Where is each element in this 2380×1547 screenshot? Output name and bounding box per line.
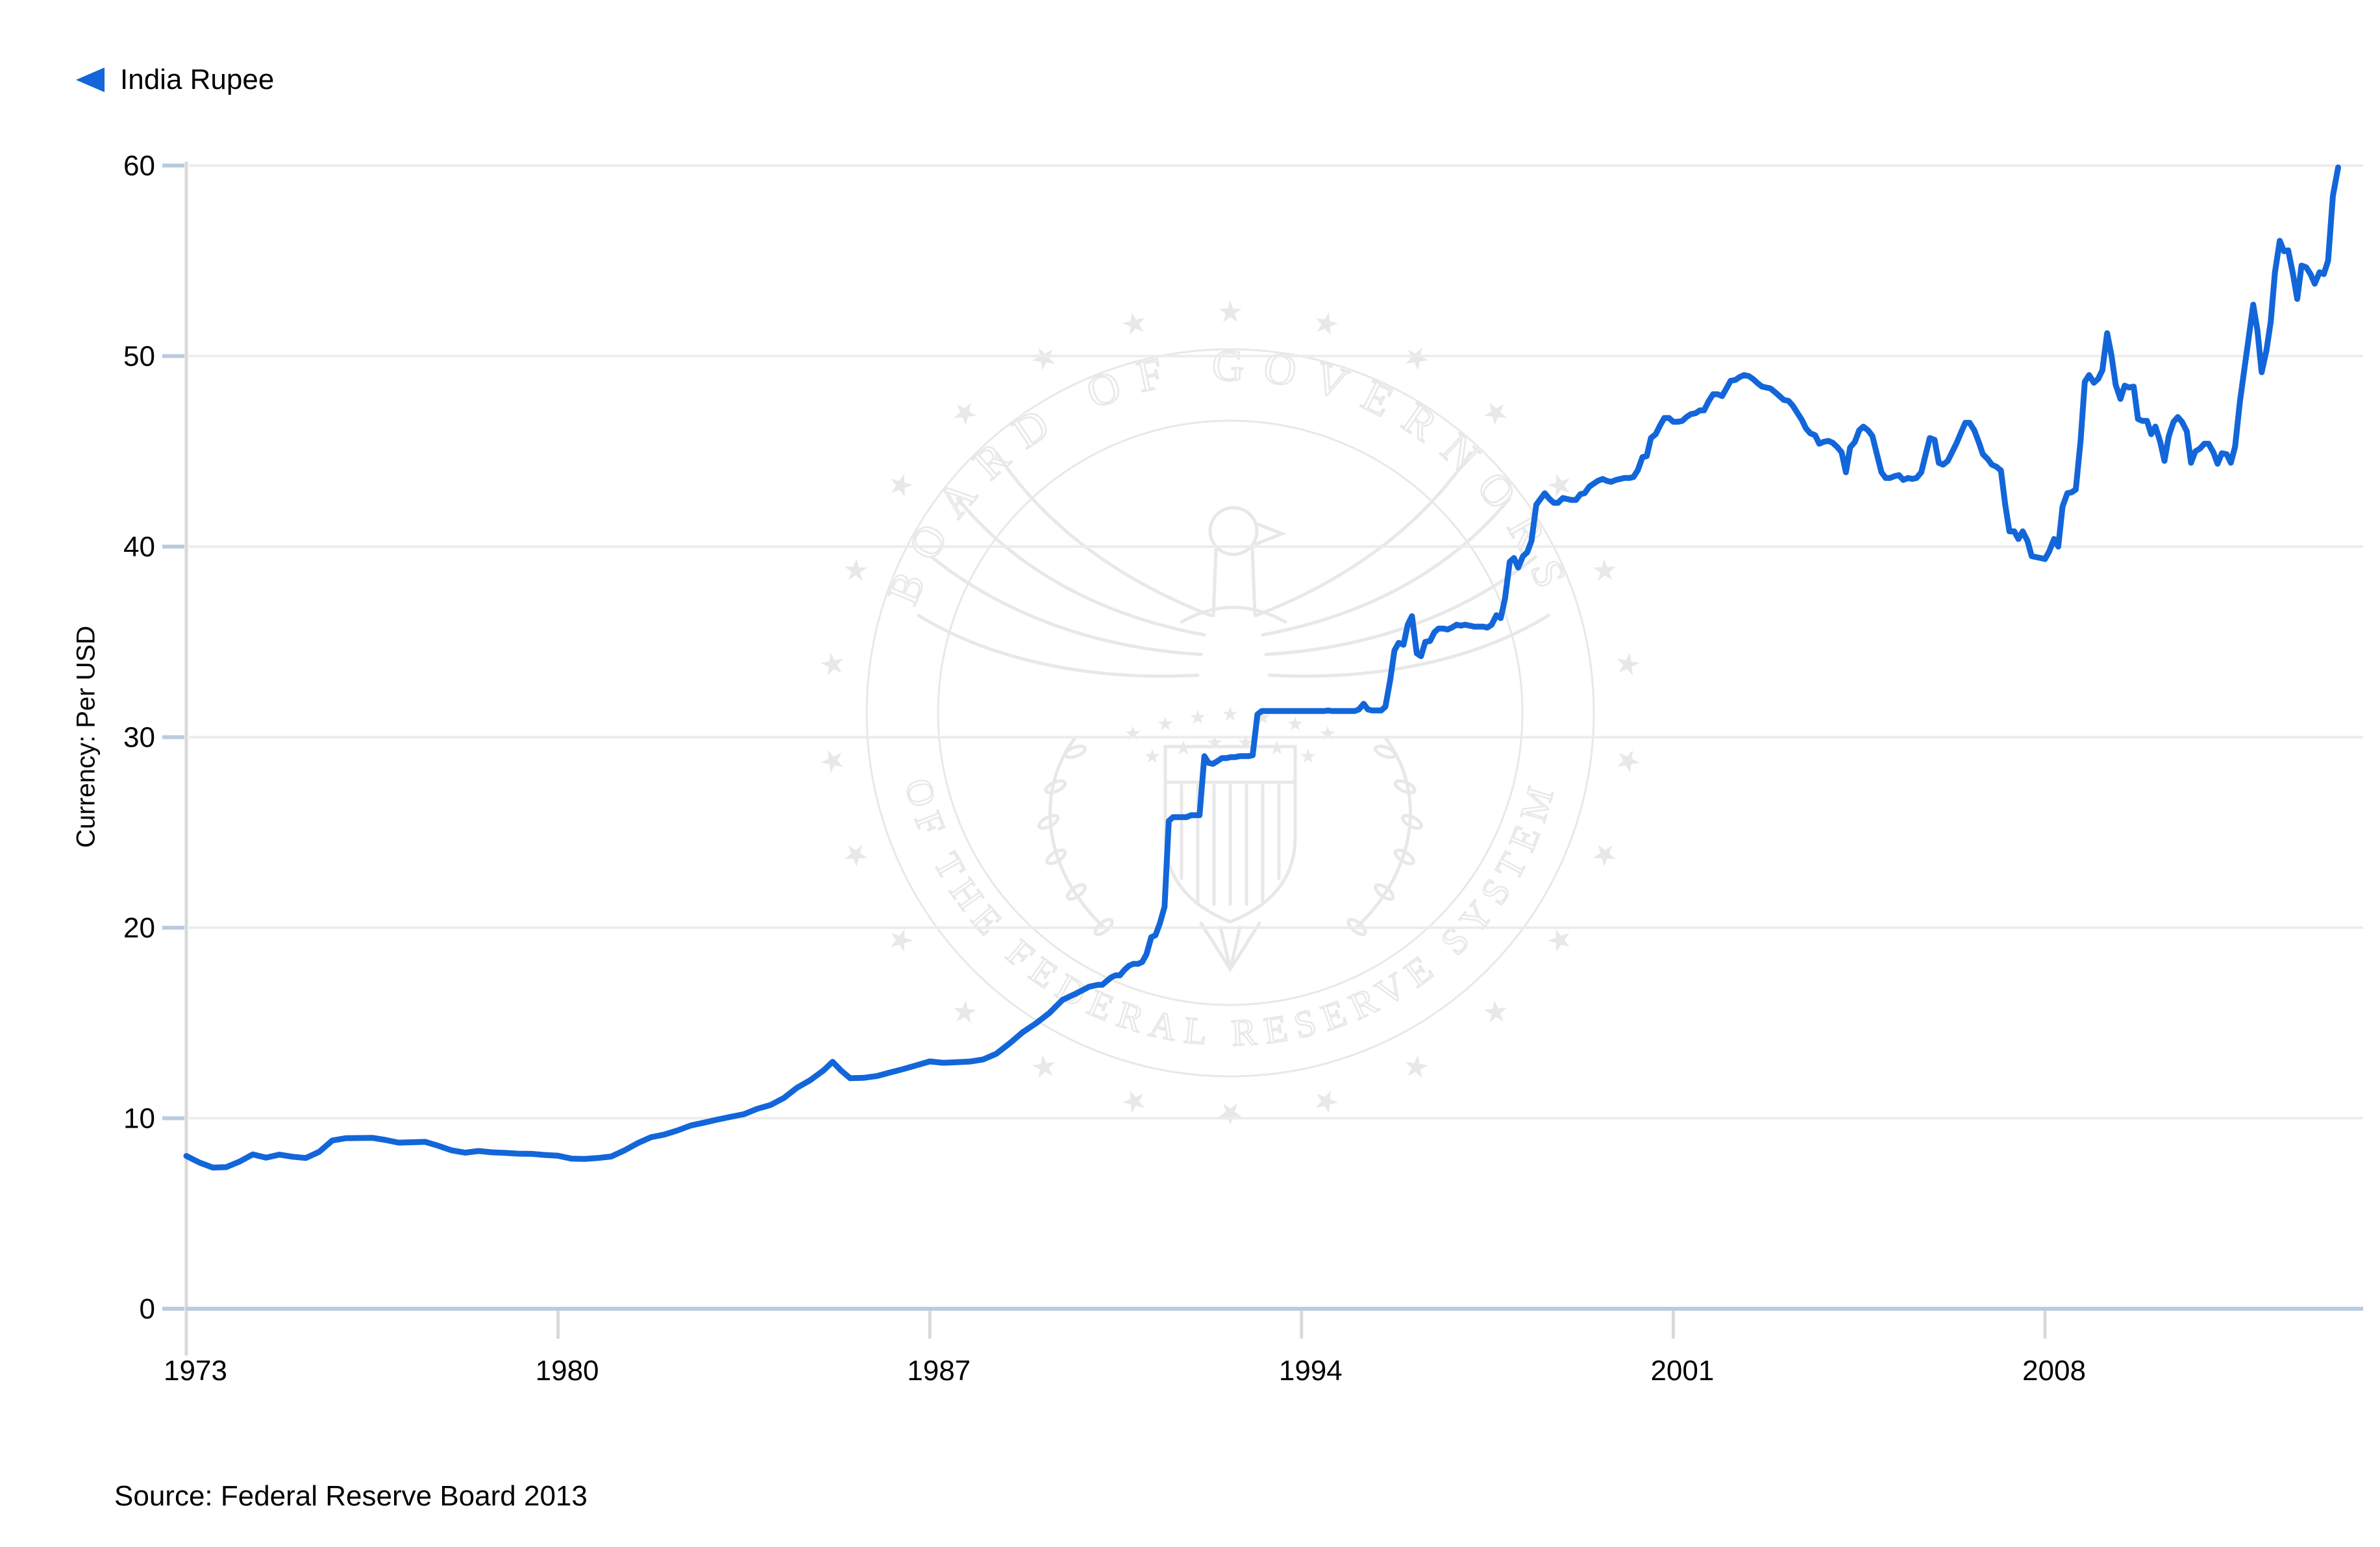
seal-small-star-icon: ★ [1189, 706, 1207, 729]
seal-star-icon: ★ [1117, 303, 1152, 343]
x-tick-label-2001: 2001 [1650, 1355, 1714, 1387]
seal-eagle-stroke [1355, 737, 1412, 929]
seal-star-icon: ★ [1609, 649, 1648, 680]
seal-laurel-leaf [1037, 813, 1060, 830]
seal-star-icon: ★ [813, 649, 851, 680]
source-note: Source: Federal Reserve Board 2013 [114, 1480, 588, 1512]
seal-star-icon: ★ [834, 836, 876, 874]
seal-star-icon: ★ [878, 920, 922, 962]
seal-star-icon: ★ [878, 464, 922, 506]
seal-star-icon: ★ [834, 552, 876, 589]
y-tick-label-40: 40 [123, 531, 155, 563]
y-tick-label-0: 0 [140, 1293, 155, 1325]
seal-eagle-head [1208, 506, 1259, 556]
seal-eagle-stroke [1211, 547, 1218, 617]
seal-star-icon: ★ [1474, 391, 1518, 435]
legend-series-label: India Rupee [120, 64, 275, 95]
seal-oak-leaf [1393, 779, 1417, 795]
seal-small-star-icon: ★ [1319, 723, 1337, 745]
x-tick-label-1980: 1980 [536, 1355, 599, 1387]
seal-eagle-stroke [1254, 451, 1472, 617]
y-tick-label-10: 10 [123, 1103, 155, 1135]
seal-small-star-icon: ★ [1222, 703, 1239, 726]
seal-star-icon: ★ [1024, 336, 1064, 379]
seal-star-icon: ★ [1117, 1082, 1152, 1122]
seal-eagle-stroke [1163, 745, 1297, 924]
seal-laurel-leaf [1063, 744, 1087, 760]
seal-text-top: BOARD OF GOVERNORS [878, 340, 1583, 611]
seal-star-icon: ★ [813, 746, 851, 776]
seal-star-icon: ★ [1584, 552, 1626, 589]
seal-star-icon: ★ [943, 991, 986, 1035]
y-tick-label-60: 60 [123, 150, 155, 182]
seal-eagle-stroke [1219, 925, 1242, 971]
y-tick-label-50: 50 [123, 341, 155, 373]
seal-star-icon: ★ [1584, 836, 1626, 874]
seal-oak-leaf [1393, 848, 1415, 865]
seal-laurel-leaf [1045, 848, 1067, 865]
seal-star-icon: ★ [1396, 336, 1437, 379]
seal-star-icon: ★ [1396, 1046, 1437, 1090]
seal-star-icon: ★ [1539, 920, 1583, 962]
seal-textpath-top: BOARD OF GOVERNORS [876, 340, 1565, 612]
y-tick-label-30: 30 [123, 722, 155, 754]
seal-eagle-stroke [1253, 521, 1287, 546]
series-marker-triangle-icon [76, 68, 105, 92]
seal-eagle-stroke [930, 555, 1203, 656]
seal-star-icon: ★ [1217, 1096, 1243, 1132]
y-tick-label-20: 20 [123, 912, 155, 944]
x-tick-label-1973: 1973 [164, 1355, 227, 1387]
seal-laurel-leaf [1093, 917, 1114, 937]
seal-star-icon: ★ [1309, 1082, 1343, 1122]
seal-oak-leaf [1374, 744, 1397, 760]
x-tick-label-1987: 1987 [907, 1355, 971, 1387]
seal-laurel-leaf [1044, 779, 1067, 795]
seal-eagle-stroke [1250, 547, 1257, 617]
seal-eagle-stroke [1261, 497, 1511, 637]
seal-eagle-stroke [1180, 606, 1287, 624]
seal-oak-leaf [1374, 883, 1395, 901]
seal-outer-circle [865, 348, 1595, 1078]
seal-star-icon: ★ [1309, 303, 1343, 343]
seal-eagle-stroke [956, 497, 1206, 637]
seal-eagle-stroke [1267, 613, 1550, 678]
legend-item-india-rupee[interactable]: India Rupee [76, 65, 274, 95]
x-tick-label-1994: 1994 [1279, 1355, 1343, 1387]
seal-eagle-stroke [995, 451, 1213, 617]
seal-inner-circle [937, 419, 1524, 1006]
x-tick-label-2008: 2008 [2022, 1355, 2086, 1387]
seal-eagle-stroke [1048, 737, 1106, 929]
series-line-india-rupee[interactable] [183, 164, 2341, 1170]
seal-small-star-icon: ★ [1157, 713, 1174, 736]
seal-star-icon: ★ [943, 391, 986, 435]
seal-star-icon: ★ [1217, 294, 1243, 329]
seal-small-star-icon: ★ [1144, 745, 1161, 768]
seal-star-icon: ★ [1609, 746, 1648, 776]
seal-eagle-stroke [1264, 555, 1537, 656]
seal-oak-leaf [1400, 813, 1423, 830]
seal-star-icon: ★ [1474, 991, 1518, 1035]
seal-small-star-icon: ★ [1206, 732, 1224, 754]
seal-laurel-leaf [1065, 883, 1087, 901]
seal-small-star-icon: ★ [1124, 723, 1142, 745]
seal-star-icon: ★ [1024, 1046, 1064, 1090]
seal-oak-leaf [1346, 917, 1367, 937]
seal-eagle-stroke [917, 613, 1200, 678]
seal-small-star-icon: ★ [1287, 713, 1304, 736]
seal-small-star-icon: ★ [1300, 745, 1317, 768]
